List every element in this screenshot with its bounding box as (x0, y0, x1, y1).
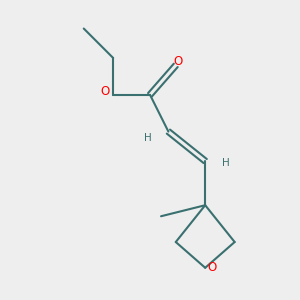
Text: O: O (173, 55, 182, 68)
Text: H: H (222, 158, 229, 168)
Text: O: O (100, 85, 110, 98)
Text: O: O (207, 261, 217, 274)
Text: H: H (144, 133, 152, 143)
